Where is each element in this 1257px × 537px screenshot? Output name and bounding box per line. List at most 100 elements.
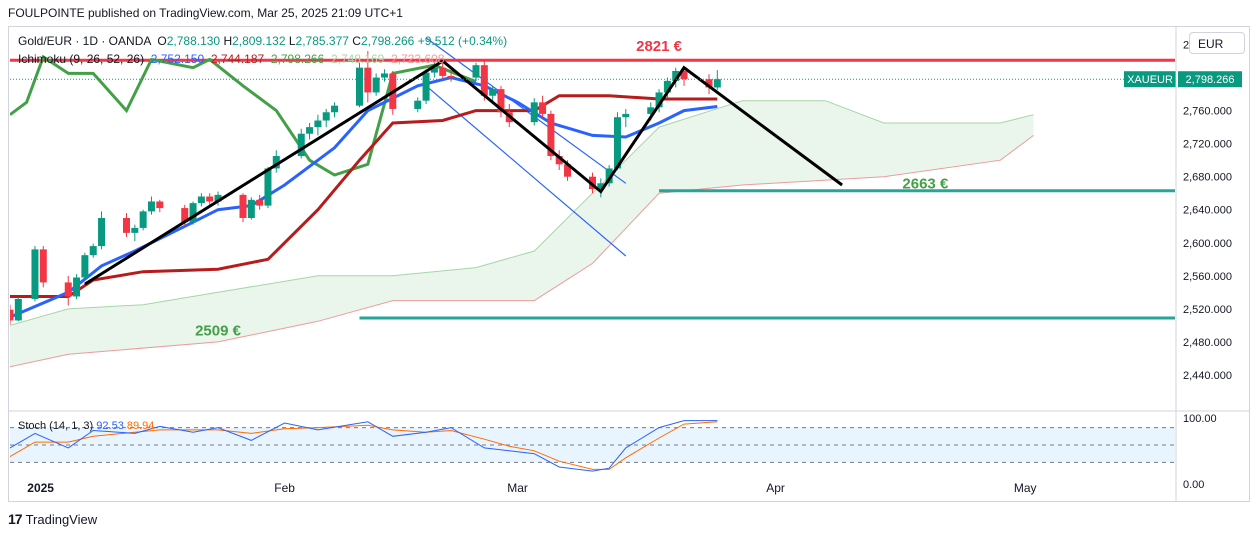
candle-body-57 <box>672 70 680 81</box>
candle-body-56 <box>663 80 671 93</box>
low-label: L <box>288 34 296 48</box>
candle-body-9 <box>123 218 130 233</box>
tradingview-logo-icon: 17 <box>8 511 23 527</box>
stoch-legend: Stoch (14, 1, 3) 92.53 89.94 <box>18 420 154 432</box>
candle-body-13 <box>156 201 164 209</box>
currency-selector[interactable]: EUR <box>1189 32 1245 54</box>
y-tick-label: 2,680.000 <box>1183 172 1232 184</box>
stoch-d-value: 89.94 <box>126 420 155 432</box>
tenkan-value: 2,752.150 <box>150 52 205 66</box>
kijun-line <box>10 94 718 298</box>
x-tick-label: Feb <box>274 481 295 495</box>
x-tick-label: Mar <box>507 481 528 495</box>
senkou-b-line <box>10 134 1034 368</box>
level-label-low: 2509 € <box>195 322 242 339</box>
high-value: 2,809.132 <box>232 34 286 48</box>
candle-body-60 <box>713 79 721 88</box>
candle-body-38 <box>447 75 455 78</box>
candle-body-19 <box>239 194 247 218</box>
y-tick-label: 2,520.000 <box>1183 304 1232 316</box>
candle-body-12 <box>147 201 155 212</box>
stoch-d-line <box>9 421 718 470</box>
candle-body-15 <box>189 203 197 223</box>
y-tick-label: 2,560.000 <box>1183 271 1232 283</box>
candle-body-41 <box>489 89 497 96</box>
candle-body-20 <box>247 199 255 218</box>
candle-body-7 <box>89 246 97 256</box>
candle-body-18 <box>214 194 222 202</box>
candle-body-35 <box>422 72 430 101</box>
chikou-line <box>10 54 477 177</box>
candle-body-45 <box>539 102 547 114</box>
senkou-b-value: 2,723.608 <box>391 52 445 66</box>
candle-body-48 <box>564 164 572 177</box>
candle-body-28 <box>331 105 339 113</box>
candle-body-59 <box>705 79 713 88</box>
candle-body-34 <box>414 100 422 109</box>
x-tick-label: Apr <box>766 481 785 495</box>
stoch-tick-label: 0.00 <box>1183 479 1204 491</box>
high-label: H <box>223 34 233 48</box>
candle-body-4 <box>64 282 72 297</box>
x-tick-label: May <box>1014 481 1037 495</box>
ichimoku-cloud <box>10 100 1034 367</box>
stoch-band <box>10 427 1175 463</box>
candle-body-23 <box>272 156 280 169</box>
y-tick-label: 2,720.000 <box>1183 139 1232 151</box>
candle-body-58 <box>680 70 688 80</box>
price-tag-value-bg <box>1178 71 1242 88</box>
candle-body-39 <box>472 65 480 78</box>
candle-body-1 <box>14 298 22 321</box>
level-label-top: 2821 € <box>636 38 683 55</box>
price-tag-value: 2,798.266 <box>1186 74 1235 86</box>
candle-body-47 <box>555 156 563 165</box>
chart-frame <box>8 26 1250 502</box>
footer-brand: TradingView <box>25 511 98 527</box>
candle-body-46 <box>547 113 555 157</box>
close-value: 2,798.266 <box>360 34 415 48</box>
candle-body-30 <box>364 67 372 93</box>
candle-body-32 <box>380 73 388 78</box>
x-tick-label: 2025 <box>27 481 54 495</box>
candle-body-14 <box>181 208 189 223</box>
candle-body-16 <box>197 196 205 204</box>
candle-body-25 <box>306 127 314 134</box>
candle-body-10 <box>131 227 139 233</box>
open-label: O <box>157 34 167 48</box>
stoch-k-line <box>9 420 718 472</box>
ichimoku-legend: Ichimoku (9, 26, 52, 26) 2,752.150 2,744… <box>18 52 444 66</box>
price-tag-symbol: XAUEUR <box>1127 74 1173 86</box>
y-tick-label: 2,760.000 <box>1183 106 1232 118</box>
y-tick-label: 2,640.000 <box>1183 205 1232 217</box>
candle-body-17 <box>206 196 214 202</box>
candle-body-52 <box>613 117 621 169</box>
candle-body-31 <box>372 77 380 93</box>
candle-body-51 <box>605 168 613 184</box>
change-value: +9.512 (+0.34%) <box>417 34 508 48</box>
candle-body-27 <box>322 112 330 121</box>
stoch-k-value: 92.53 <box>96 420 124 432</box>
candle-body-22 <box>264 168 272 206</box>
candle-body-3 <box>39 249 47 283</box>
candle-body-37 <box>439 67 447 76</box>
candle-body-6 <box>81 255 89 278</box>
price-tag-symbol-bg <box>1124 71 1176 88</box>
candle-body-11 <box>139 211 147 228</box>
candle-body-50 <box>597 183 605 190</box>
candle-body-44 <box>530 102 538 123</box>
stoch-tick-label: 100.00 <box>1183 413 1217 425</box>
close-label: C <box>352 34 361 48</box>
stoch-label: Stoch (14, 1, 3) <box>18 420 94 432</box>
candle-body-54 <box>647 107 655 114</box>
candle-body-29 <box>356 67 363 106</box>
kijun-value: 2,744.187 <box>210 52 265 66</box>
candle-body-40 <box>480 65 488 96</box>
senkou-a-value: 2,748.169 <box>330 52 385 66</box>
candle-body-21 <box>256 199 264 206</box>
y-tick-label: 2,600.000 <box>1183 238 1232 250</box>
symbol-legend: Gold/EUR · 1D · OANDA O2,788.130 H2,809.… <box>18 34 507 48</box>
candle-body-0 <box>10 309 14 321</box>
level-label-mid: 2663 € <box>902 175 949 192</box>
low-value: 2,785.377 <box>295 34 349 48</box>
